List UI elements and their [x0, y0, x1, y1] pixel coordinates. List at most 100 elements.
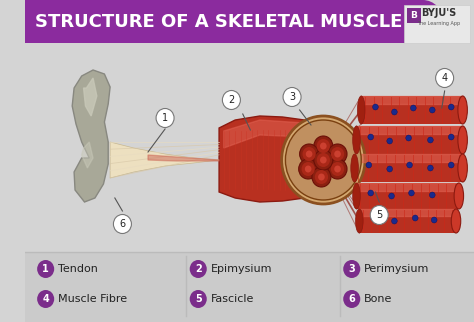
Text: BYJU'S: BYJU'S: [421, 8, 456, 18]
Circle shape: [371, 215, 376, 221]
Circle shape: [392, 109, 397, 115]
Circle shape: [306, 150, 312, 157]
Circle shape: [113, 214, 131, 233]
Circle shape: [429, 107, 435, 113]
Text: 2: 2: [195, 264, 201, 274]
Text: 5: 5: [376, 210, 383, 220]
Circle shape: [409, 190, 414, 196]
Text: Tendon: Tendon: [58, 264, 98, 274]
Polygon shape: [359, 209, 456, 216]
Bar: [356, 183, 459, 209]
Polygon shape: [110, 142, 219, 178]
Circle shape: [334, 150, 341, 157]
Circle shape: [389, 193, 394, 199]
Circle shape: [320, 156, 327, 164]
Polygon shape: [219, 116, 323, 202]
Circle shape: [328, 159, 347, 179]
Circle shape: [314, 150, 333, 170]
Text: 1: 1: [42, 264, 49, 274]
Circle shape: [373, 104, 378, 110]
Circle shape: [331, 147, 344, 161]
Ellipse shape: [451, 209, 461, 233]
Text: 1: 1: [162, 113, 168, 123]
Polygon shape: [224, 120, 323, 148]
Text: 3: 3: [348, 264, 355, 274]
Circle shape: [431, 217, 437, 223]
Circle shape: [387, 138, 392, 144]
Text: 4: 4: [42, 294, 49, 304]
Circle shape: [317, 139, 330, 153]
Ellipse shape: [402, 0, 443, 43]
Polygon shape: [355, 154, 463, 162]
Circle shape: [305, 166, 311, 173]
Text: 3: 3: [289, 92, 295, 102]
Bar: [361, 96, 463, 124]
Circle shape: [190, 290, 207, 308]
Text: Muscle Fibre: Muscle Fibre: [58, 294, 127, 304]
Ellipse shape: [454, 183, 464, 209]
Polygon shape: [356, 183, 459, 191]
Bar: [359, 209, 456, 233]
Circle shape: [37, 290, 54, 308]
Circle shape: [315, 170, 328, 184]
Polygon shape: [356, 126, 463, 134]
Circle shape: [429, 192, 435, 198]
Ellipse shape: [351, 154, 358, 182]
Ellipse shape: [458, 126, 467, 154]
Text: B: B: [410, 11, 417, 20]
Bar: [407, 8, 421, 23]
Polygon shape: [82, 142, 93, 168]
Text: 5: 5: [195, 294, 201, 304]
Bar: [356, 126, 463, 154]
Circle shape: [318, 174, 325, 181]
Text: Bone: Bone: [364, 294, 392, 304]
Bar: [404, 5, 470, 43]
Circle shape: [300, 144, 319, 164]
Polygon shape: [83, 78, 97, 116]
Text: 2: 2: [228, 95, 235, 105]
Circle shape: [334, 166, 341, 173]
Polygon shape: [72, 70, 110, 202]
Circle shape: [317, 153, 330, 167]
Circle shape: [314, 136, 333, 156]
Circle shape: [282, 116, 365, 204]
Circle shape: [428, 165, 433, 171]
Text: The Learning App: The Learning App: [418, 21, 461, 25]
Circle shape: [407, 162, 412, 168]
Circle shape: [283, 88, 301, 107]
Circle shape: [366, 162, 372, 168]
Text: Epimysium: Epimysium: [210, 264, 272, 274]
Text: 6: 6: [348, 294, 355, 304]
Circle shape: [343, 290, 360, 308]
Ellipse shape: [458, 154, 467, 182]
Ellipse shape: [356, 209, 363, 233]
Bar: [25, 252, 474, 322]
Text: Perimysium: Perimysium: [364, 264, 429, 274]
Ellipse shape: [353, 126, 360, 154]
Circle shape: [222, 90, 240, 109]
Polygon shape: [361, 96, 463, 104]
Circle shape: [328, 144, 347, 164]
Circle shape: [412, 215, 418, 221]
Circle shape: [392, 218, 397, 224]
Circle shape: [448, 162, 454, 168]
Ellipse shape: [357, 96, 365, 124]
Circle shape: [331, 162, 344, 176]
Circle shape: [387, 166, 392, 172]
Bar: [355, 154, 463, 182]
Circle shape: [320, 143, 327, 149]
Circle shape: [368, 190, 374, 196]
Circle shape: [448, 134, 454, 140]
Circle shape: [301, 162, 315, 176]
Bar: [25, 0, 423, 43]
Circle shape: [448, 104, 454, 110]
Circle shape: [428, 137, 433, 143]
Polygon shape: [148, 155, 219, 161]
Circle shape: [156, 109, 174, 128]
Text: Fascicle: Fascicle: [210, 294, 254, 304]
Text: 4: 4: [442, 73, 447, 83]
Text: 6: 6: [119, 219, 126, 229]
Ellipse shape: [353, 183, 360, 209]
Circle shape: [312, 167, 331, 187]
Circle shape: [370, 205, 388, 224]
